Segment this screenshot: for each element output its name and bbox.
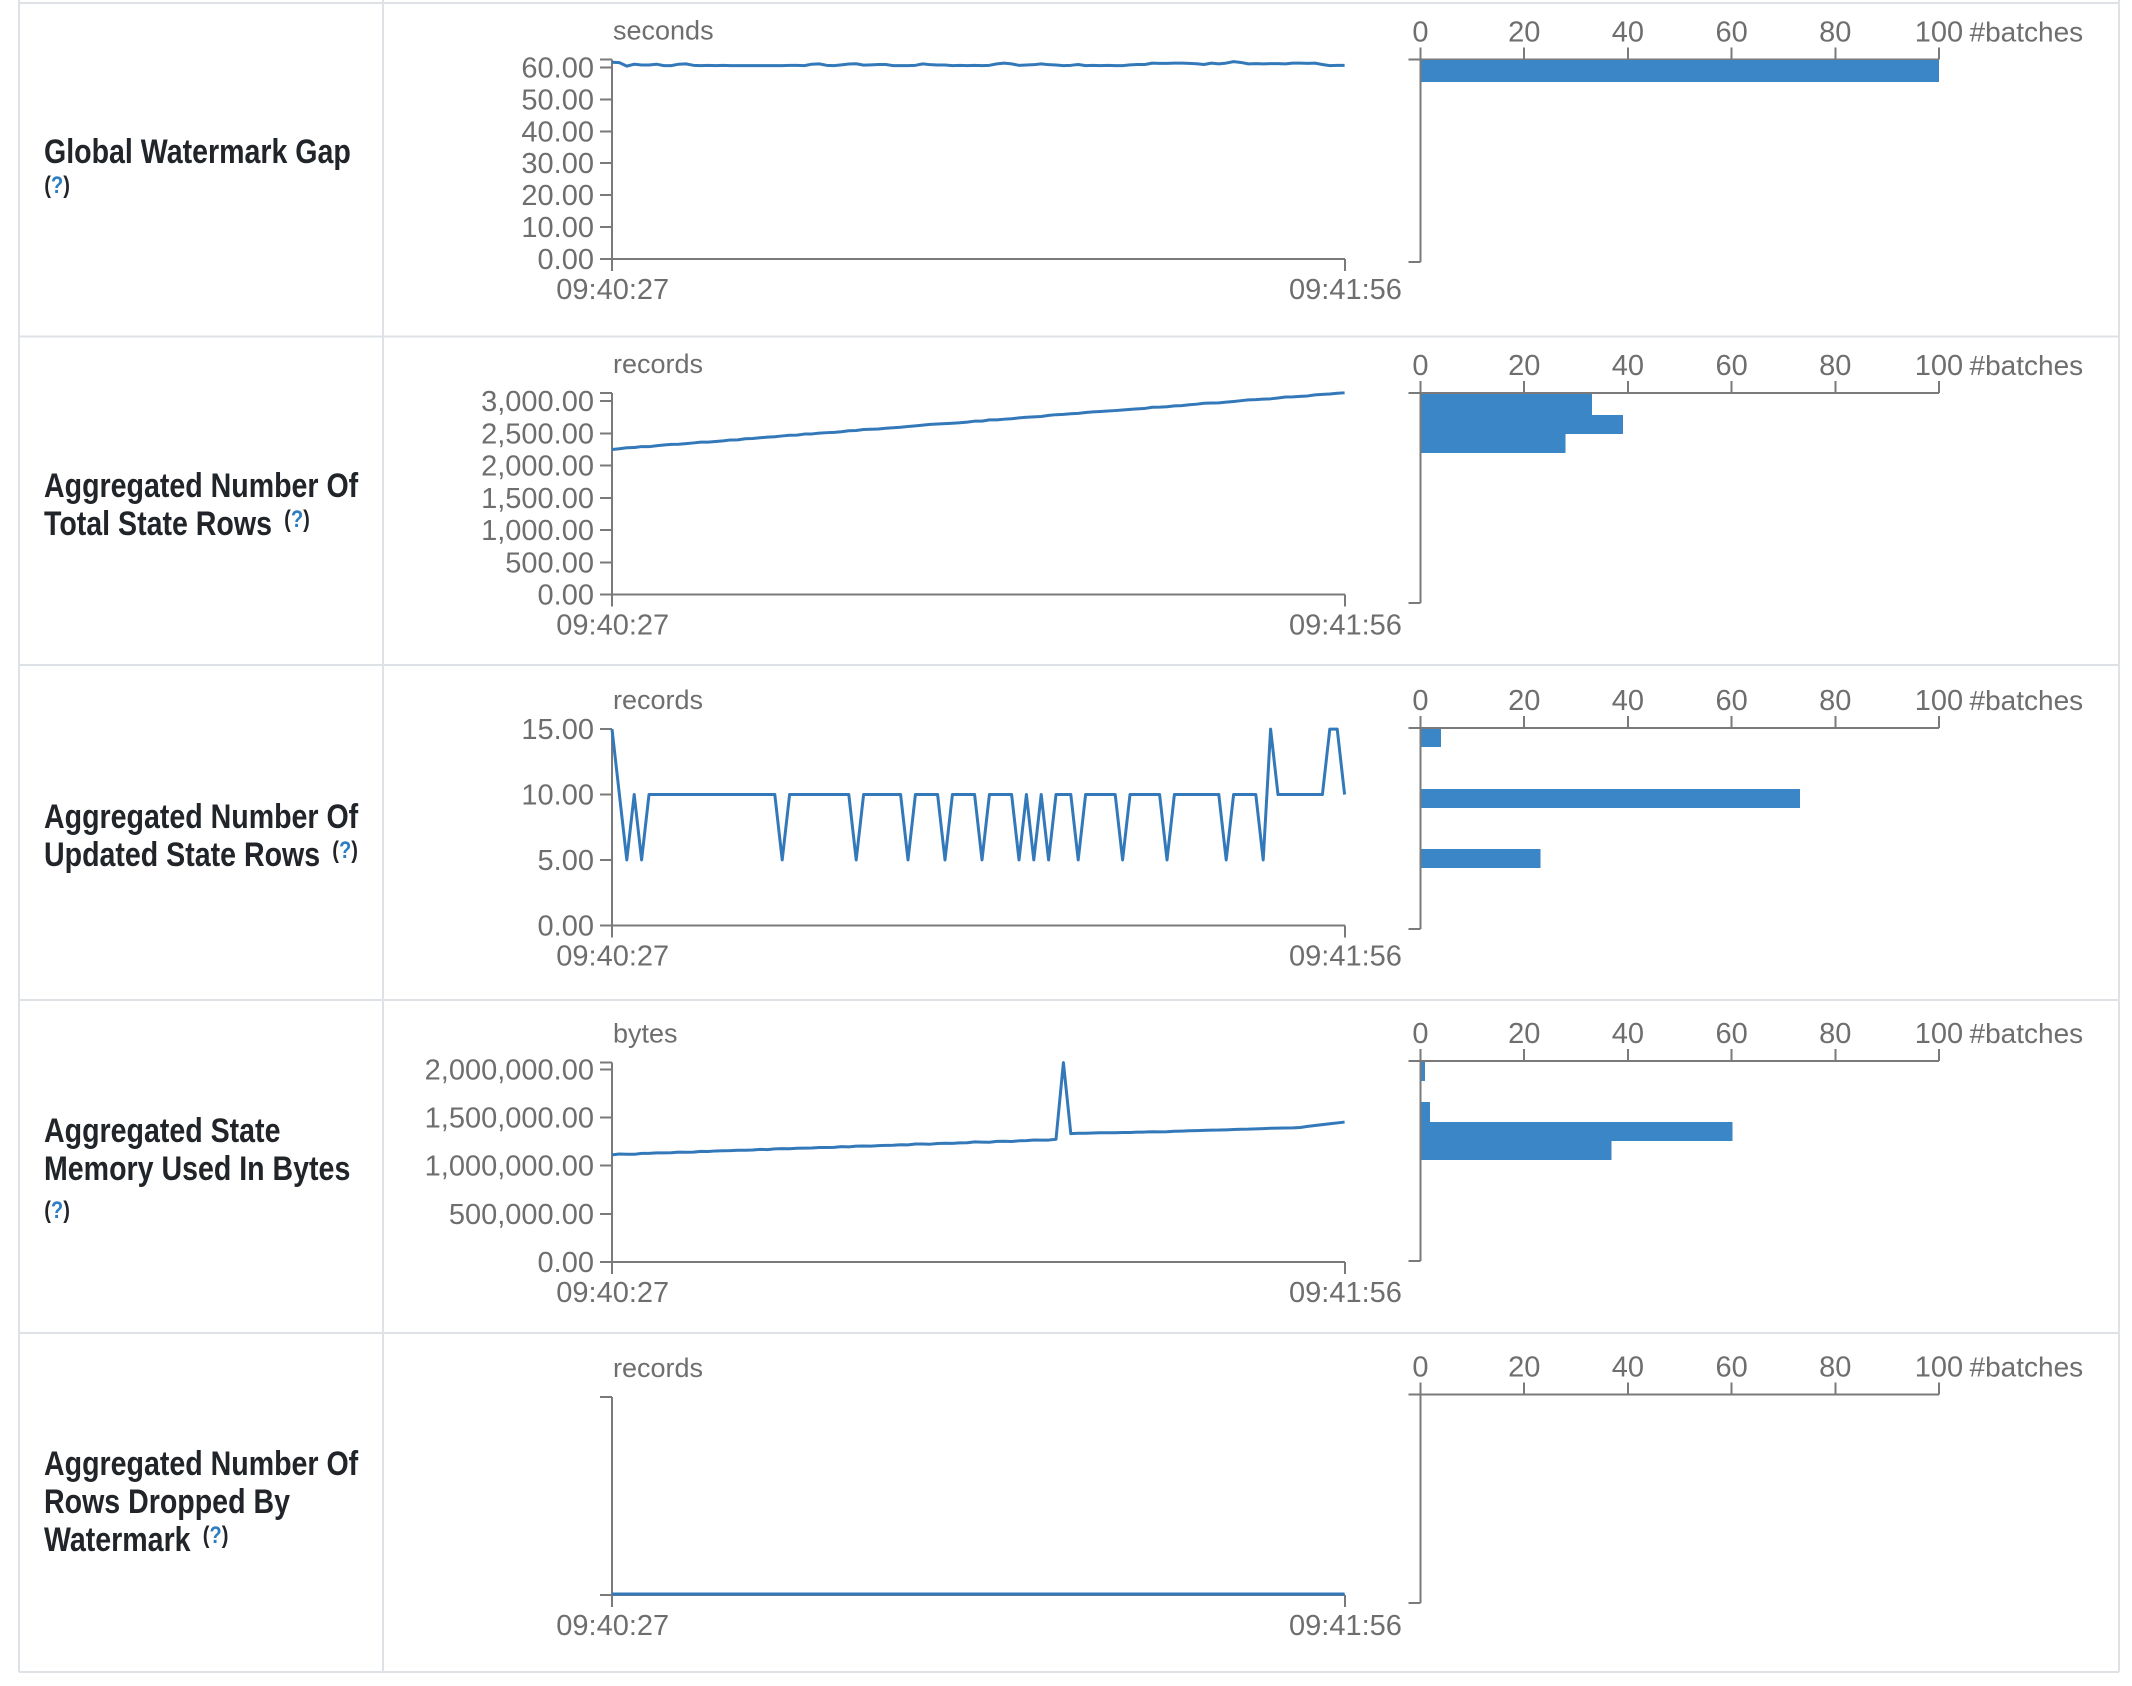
svg-text:60: 60 <box>1715 1352 1747 1384</box>
svg-text:80: 80 <box>1819 17 1851 49</box>
svg-text:20.00: 20.00 <box>521 180 594 212</box>
svg-text:0: 0 <box>1412 1018 1428 1050</box>
svg-text:0: 0 <box>1412 1352 1428 1384</box>
svg-text:500,000.00: 500,000.00 <box>449 1199 594 1231</box>
svg-text:0.00: 0.00 <box>538 1247 594 1279</box>
svg-text:80: 80 <box>1819 350 1851 382</box>
svg-text:3,000.00: 3,000.00 <box>481 386 594 418</box>
svg-text:09:41:56: 09:41:56 <box>1289 610 1402 642</box>
svg-text:40: 40 <box>1612 1352 1644 1384</box>
svg-text:100: 100 <box>1915 17 1963 49</box>
svg-text:0.00: 0.00 <box>538 580 594 612</box>
svg-text:2,000.00: 2,000.00 <box>481 451 594 483</box>
svg-text:100: 100 <box>1915 350 1963 382</box>
svg-text:60: 60 <box>1715 1018 1747 1050</box>
svg-text:09:40:27: 09:40:27 <box>556 274 669 306</box>
svg-text:09:41:56: 09:41:56 <box>1289 274 1402 306</box>
svg-text:20: 20 <box>1508 17 1540 49</box>
svg-text:09:40:27: 09:40:27 <box>556 1610 669 1642</box>
svg-text:1,500,000.00: 1,500,000.00 <box>425 1103 594 1135</box>
svg-text:records: records <box>613 1353 703 1383</box>
svg-text:0.00: 0.00 <box>538 244 594 276</box>
svg-text:#batches: #batches <box>1970 1352 2084 1383</box>
svg-text:100: 100 <box>1915 1352 1963 1384</box>
svg-text:0.00: 0.00 <box>538 910 594 942</box>
svg-text:09:41:56: 09:41:56 <box>1289 1610 1402 1642</box>
svg-text:09:40:27: 09:40:27 <box>556 610 669 642</box>
svg-text:20: 20 <box>1508 685 1540 717</box>
svg-text:1,000.00: 1,000.00 <box>481 515 594 547</box>
svg-text:1,500.00: 1,500.00 <box>481 483 594 515</box>
svg-text:2,500.00: 2,500.00 <box>481 418 594 450</box>
svg-text:30.00: 30.00 <box>521 148 594 180</box>
svg-text:records: records <box>613 685 703 715</box>
svg-text:20: 20 <box>1508 1018 1540 1050</box>
svg-text:0: 0 <box>1412 685 1428 717</box>
svg-text:60.00: 60.00 <box>521 52 594 84</box>
svg-text:500.00: 500.00 <box>505 547 594 579</box>
svg-text:#batches: #batches <box>1970 17 2084 48</box>
svg-text:records: records <box>613 349 703 379</box>
svg-text:40.00: 40.00 <box>521 116 594 148</box>
svg-text:20: 20 <box>1508 1352 1540 1384</box>
svg-text:bytes: bytes <box>613 1018 678 1048</box>
svg-text:10.00: 10.00 <box>521 780 594 812</box>
svg-text:15.00: 15.00 <box>521 714 594 746</box>
svg-text:09:41:56: 09:41:56 <box>1289 940 1402 972</box>
svg-text:seconds: seconds <box>613 16 714 46</box>
svg-text:80: 80 <box>1819 1018 1851 1050</box>
svg-text:0: 0 <box>1412 17 1428 49</box>
svg-text:60: 60 <box>1715 350 1747 382</box>
svg-text:80: 80 <box>1819 1352 1851 1384</box>
svg-text:#batches: #batches <box>1970 350 2084 381</box>
svg-text:40: 40 <box>1612 1018 1644 1050</box>
svg-text:1,000,000.00: 1,000,000.00 <box>425 1151 594 1183</box>
svg-text:100: 100 <box>1915 685 1963 717</box>
svg-text:60: 60 <box>1715 17 1747 49</box>
svg-text:60: 60 <box>1715 685 1747 717</box>
svg-text:09:40:27: 09:40:27 <box>556 940 669 972</box>
svg-text:#batches: #batches <box>1970 685 2084 716</box>
svg-text:50.00: 50.00 <box>521 84 594 116</box>
svg-text:5.00: 5.00 <box>538 845 594 877</box>
svg-text:09:41:56: 09:41:56 <box>1289 1277 1402 1309</box>
svg-text:20: 20 <box>1508 350 1540 382</box>
svg-text:10.00: 10.00 <box>521 212 594 244</box>
svg-text:100: 100 <box>1915 1018 1963 1050</box>
svg-text:80: 80 <box>1819 685 1851 717</box>
svg-text:40: 40 <box>1612 350 1644 382</box>
svg-text:40: 40 <box>1612 17 1644 49</box>
svg-text:40: 40 <box>1612 685 1644 717</box>
svg-text:0: 0 <box>1412 350 1428 382</box>
svg-text:09:40:27: 09:40:27 <box>556 1277 669 1309</box>
svg-text:#batches: #batches <box>1970 1018 2084 1049</box>
svg-text:2,000,000.00: 2,000,000.00 <box>425 1055 594 1087</box>
